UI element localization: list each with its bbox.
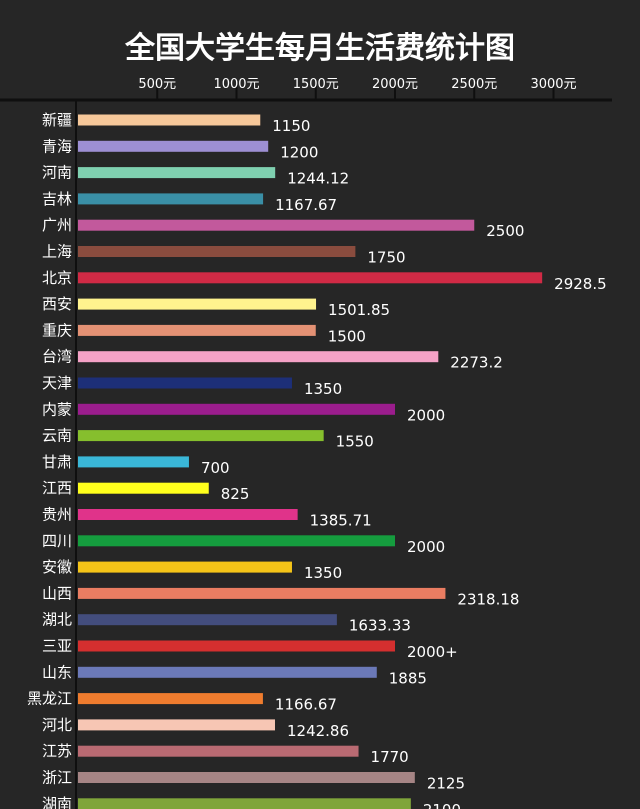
bar (78, 509, 298, 520)
category-label: 河北 (42, 716, 72, 734)
category-label: 浙江 (42, 769, 72, 787)
value-label: 1500 (328, 327, 366, 345)
chart-title: 全国大学生每月生活费统计图 (124, 31, 515, 66)
x-tick-label: 3000元 (530, 77, 576, 92)
bar (78, 456, 189, 468)
bar (78, 666, 377, 678)
category-label: 西安 (42, 295, 72, 313)
bar (78, 772, 415, 783)
category-label: 湖南 (42, 795, 72, 809)
category-label: 贵州 (42, 506, 72, 524)
category-label: 上海 (42, 243, 72, 261)
bar (78, 351, 439, 363)
bar (78, 193, 264, 205)
bars: 新疆 1150 青海 1200 河南 1244.12 吉林 1167.67 广州 2500 上海 17… (27, 111, 607, 809)
category-label: 甘肃 (42, 453, 72, 471)
value-label: 1550 (336, 433, 374, 451)
value-label: 2000 (407, 538, 445, 556)
x-tick-label: 2500元 (451, 77, 497, 92)
value-label: 1350 (304, 380, 342, 398)
x-tick-label: 500元 (138, 77, 176, 92)
category-label: 内蒙 (42, 400, 72, 418)
value-label: 2000 (407, 406, 445, 424)
x-axis: 500元 1000元 1500元 2000元 2500元 3000元 (0, 77, 612, 809)
value-label: 1150 (272, 117, 310, 135)
value-label: 2500 (486, 222, 524, 240)
category-label: 重庆 (42, 321, 72, 339)
bar (78, 640, 395, 652)
category-label: 台湾 (42, 348, 72, 366)
value-label: 700 (201, 459, 230, 477)
value-label: 1385.71 (310, 512, 372, 530)
bar (78, 693, 263, 705)
bar (78, 535, 395, 547)
category-label: 北京 (42, 269, 72, 287)
x-tick-label: 1500元 (293, 77, 339, 92)
category-label: 天津 (42, 374, 72, 392)
category-label: 吉林 (42, 190, 72, 208)
x-tick-label: 2000元 (372, 77, 418, 92)
value-label: 1501.85 (328, 301, 390, 319)
bar (78, 298, 317, 310)
category-label: 江西 (42, 479, 72, 497)
bar (78, 219, 475, 231)
value-label: 2100 (423, 801, 461, 809)
value-label: 1633.33 (349, 617, 411, 635)
value-label: 1200 (280, 143, 318, 161)
bar (78, 140, 269, 152)
bar (78, 114, 261, 126)
bar (78, 719, 275, 731)
bar (78, 482, 209, 494)
value-label: 2928.5 (554, 275, 607, 293)
bar (78, 561, 292, 573)
bar (78, 430, 324, 442)
category-label: 云南 (42, 427, 72, 445)
value-label: 1750 (367, 249, 405, 267)
bar (78, 745, 359, 757)
value-label: 1244.12 (287, 170, 349, 188)
value-label: 1242.86 (287, 722, 349, 740)
category-label: 广州 (42, 216, 72, 234)
category-label: 江苏 (42, 742, 72, 760)
value-label: 1885 (389, 669, 427, 687)
value-label: 1770 (371, 748, 409, 766)
value-label: 2273.2 (450, 354, 503, 372)
bar (78, 246, 356, 257)
category-label: 新疆 (42, 111, 72, 129)
bar (78, 614, 337, 626)
value-label: 825 (221, 485, 250, 503)
category-label: 青海 (42, 137, 72, 155)
value-label: 1166.67 (275, 696, 337, 714)
category-label: 山东 (42, 663, 72, 681)
category-label: 三亚 (42, 637, 72, 655)
bar (78, 377, 292, 389)
bar (78, 587, 446, 599)
category-label: 安徽 (42, 558, 72, 576)
bar (78, 167, 276, 179)
value-label: 2125 (427, 775, 465, 793)
category-label: 河南 (42, 164, 72, 182)
bar (78, 403, 395, 415)
category-label: 黑龙江 (27, 690, 72, 708)
value-label: 1350 (304, 564, 342, 582)
bar (78, 324, 316, 336)
category-label: 山西 (42, 584, 72, 602)
category-label: 四川 (42, 532, 72, 550)
x-tick-label: 1000元 (213, 77, 259, 92)
value-label: 1167.67 (275, 196, 337, 214)
bar (78, 798, 411, 809)
value-label: 2000+ (407, 643, 458, 661)
category-label: 湖北 (42, 611, 72, 629)
bar (78, 272, 543, 284)
value-label: 2318.18 (457, 590, 519, 608)
